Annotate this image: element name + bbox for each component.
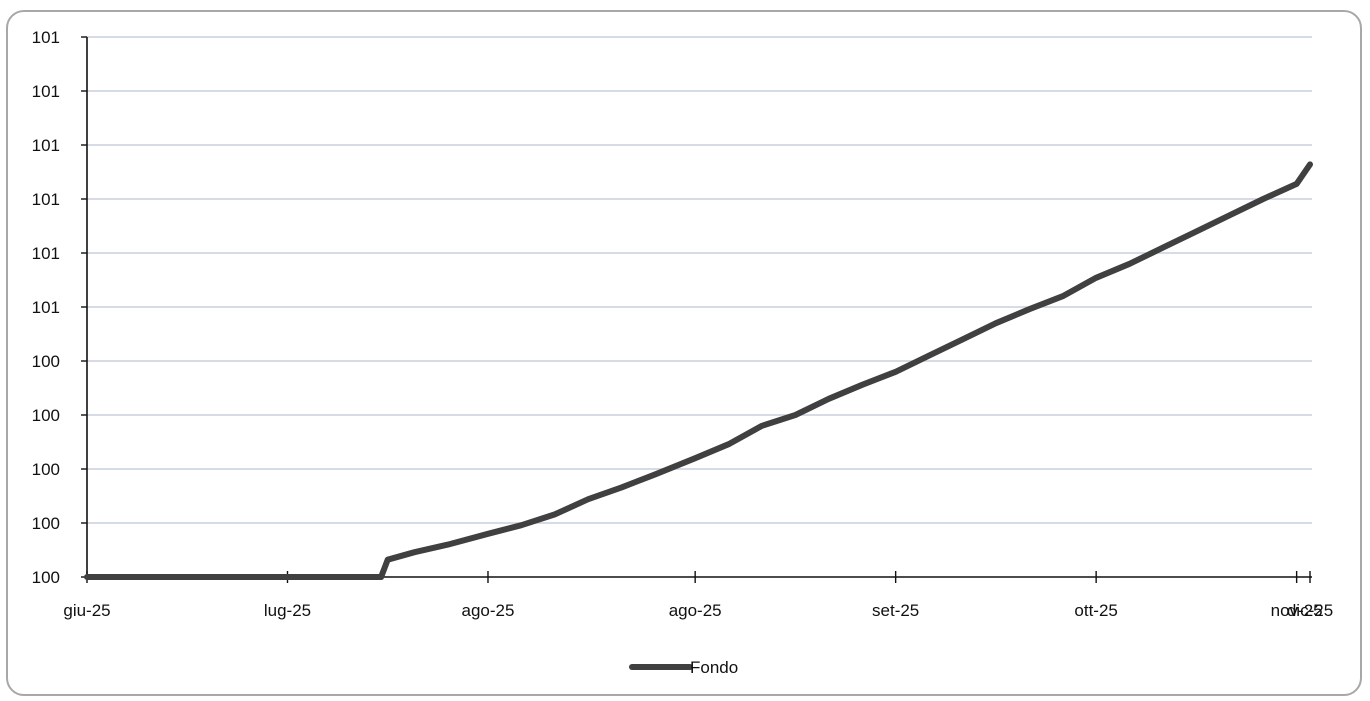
x-tick-label: ago-25 xyxy=(462,601,515,620)
chart-frame xyxy=(6,10,1362,696)
x-tick-label: dic-25 xyxy=(1287,601,1333,620)
legend: Fondo xyxy=(629,658,738,677)
y-tick-label: 100 xyxy=(32,406,60,425)
y-tick-label: 101 xyxy=(32,244,60,263)
y-tick-label: 100 xyxy=(32,352,60,371)
y-tick-label: 101 xyxy=(32,298,60,317)
x-tick-label: ott-25 xyxy=(1074,601,1117,620)
y-tick-label: 101 xyxy=(32,82,60,101)
grid-lines xyxy=(87,36,1312,524)
x-tick-label: nov-25 xyxy=(1271,601,1323,620)
y-tick-label: 100 xyxy=(32,568,60,587)
x-tick-label: giu-25 xyxy=(63,601,110,620)
x-tick-label: ago-25 xyxy=(669,601,722,620)
x-tick-label: lug-25 xyxy=(264,601,311,620)
y-tick-label: 100 xyxy=(32,514,60,533)
series-layer xyxy=(84,161,1313,580)
y-axis: 100 100 100 100 100 101 101 101 101 101 101 xyxy=(32,28,88,587)
legend-label: Fondo xyxy=(690,658,738,677)
x-tick-label: set-25 xyxy=(872,601,919,620)
y-tick-label: 100 xyxy=(32,460,60,479)
series-line-fondo xyxy=(84,161,1313,580)
y-tick-label: 101 xyxy=(32,136,60,155)
y-tick-label: 101 xyxy=(32,190,60,209)
y-tick-label: 101 xyxy=(32,28,60,47)
